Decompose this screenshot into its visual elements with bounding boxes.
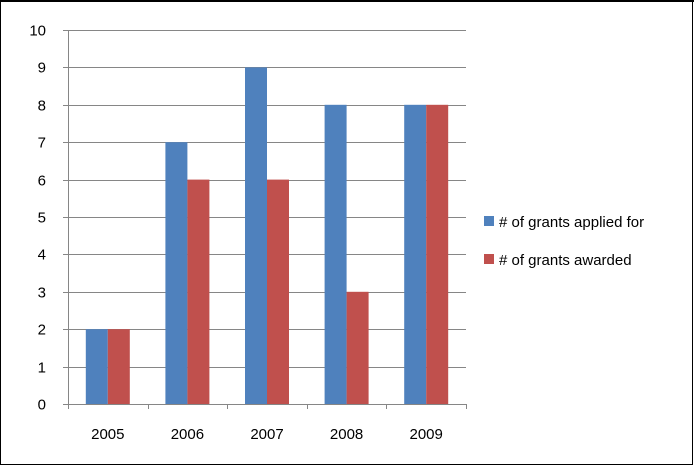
x-tick-label: 2005 — [91, 426, 124, 443]
legend-swatch-applied — [484, 216, 494, 226]
y-tick-label: 9 — [38, 60, 46, 77]
x-tick-label: 2006 — [171, 426, 204, 443]
bar-2009-awarded — [426, 104, 449, 405]
bar-2005-awarded — [107, 329, 130, 404]
bar-2005-applied — [85, 329, 108, 404]
bar-2009-applied — [404, 104, 427, 405]
legend-swatch-awarded — [484, 254, 494, 264]
bars — [85, 67, 449, 405]
y-tick-label: 5 — [38, 210, 46, 227]
bar-2007-applied — [245, 67, 267, 405]
bar-2008-awarded — [346, 291, 369, 404]
x-tick-label: 2008 — [330, 426, 363, 443]
y-tick-label: 7 — [38, 135, 46, 152]
bar-2006-applied — [165, 142, 188, 404]
bar-2006-awarded — [187, 179, 210, 404]
axes — [63, 30, 467, 409]
bar-2008-applied — [324, 104, 347, 405]
y-tick-label: 0 — [38, 397, 46, 414]
y-tick-label: 10 — [29, 23, 46, 40]
legend-label-awarded: # of grants awarded — [499, 252, 632, 269]
y-tick-label: 1 — [38, 360, 46, 377]
y-tick-label: 3 — [38, 285, 46, 302]
legend: # of grants applied for # of grants award… — [484, 214, 644, 269]
legend-label-applied: # of grants applied for — [499, 214, 644, 231]
y-tick-label: 4 — [38, 247, 46, 264]
bar-2007-awarded — [267, 179, 289, 404]
x-tick-label: 2007 — [250, 426, 283, 443]
y-tick-label: 8 — [38, 98, 46, 115]
x-tick-label: 2009 — [410, 426, 443, 443]
y-tick-label: 6 — [38, 173, 46, 190]
y-tick-label: 2 — [38, 322, 46, 339]
tick-labels: 0 1 2 3 4 5 6 7 8 9 10 2005 2006 2007 2008 2009 — [29, 23, 443, 444]
